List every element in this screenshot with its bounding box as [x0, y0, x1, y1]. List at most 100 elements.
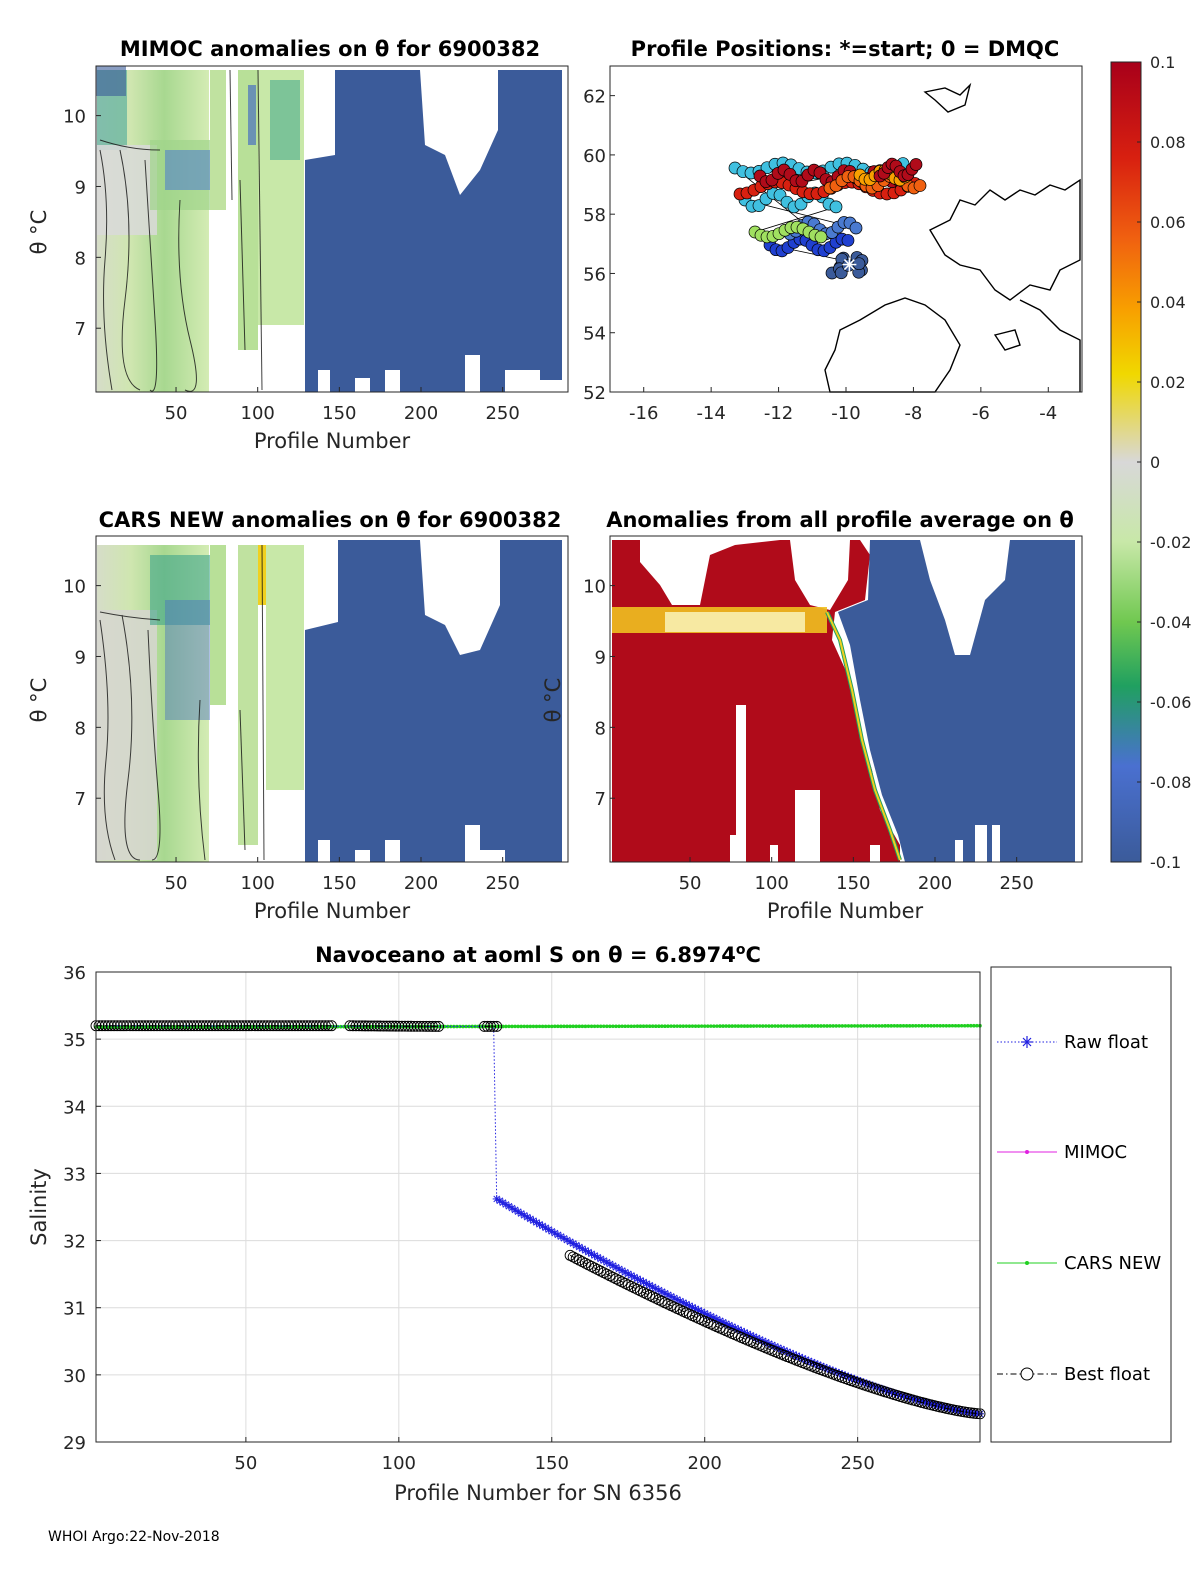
cars-new-point: [865, 1024, 869, 1028]
cars-new-point: [650, 1024, 655, 1029]
salinity-title-unit: C: [745, 943, 760, 967]
cars-new-point: [614, 1024, 618, 1029]
cars-new-point: [583, 1024, 588, 1029]
best-float-point: [359, 1020, 371, 1032]
cars-new-point: [712, 1024, 716, 1028]
best-float-point: [151, 1020, 163, 1032]
best-float-point: [319, 1020, 331, 1032]
cars-new-point: [736, 1024, 741, 1028]
best-float-point: [234, 1020, 246, 1032]
cars-new-point: [623, 1024, 627, 1029]
cars-new-point: [834, 1024, 839, 1028]
cars-new-point: [739, 1024, 744, 1028]
cars-new-point: [678, 1024, 683, 1028]
cars-ytick-label: 8: [75, 718, 86, 739]
profile-position-marker: [849, 221, 863, 235]
positions-ytick-label: 54: [583, 324, 606, 345]
colorbar: 0.1 0.08 0.06 0.04 0.02 0 -0.02 -0.04 -0.06 -0.08…: [1110, 53, 1191, 872]
cars-new-point: [779, 1024, 783, 1028]
best-float-point: [271, 1020, 282, 1032]
cars-new-point: [605, 1024, 609, 1029]
colorbar-tick-label: -0.02: [1150, 533, 1191, 552]
best-float-point: [179, 1020, 191, 1032]
cars-new-point: [699, 1024, 704, 1028]
cars-new-point: [941, 1023, 946, 1028]
best-float-point: [353, 1020, 365, 1032]
cars-new-point: [635, 1024, 640, 1029]
positions-xtick-label: -10: [831, 403, 860, 424]
cars-xtick-label: 100: [241, 873, 275, 894]
cars-new-point: [727, 1024, 731, 1028]
colorbar-gradient: [1110, 61, 1142, 863]
best-float-point: [378, 1020, 389, 1032]
cars-ytick-label: 9: [75, 647, 86, 668]
best-float-point: [417, 1020, 429, 1032]
allavg-ytick-label: 10: [583, 577, 606, 598]
best-float-point: [108, 1020, 120, 1032]
ireland-coast: [824, 297, 961, 393]
best-float-point: [240, 1020, 252, 1032]
cars-new-point: [702, 1024, 707, 1028]
cars-new-point: [568, 1024, 572, 1029]
cars-new-point: [644, 1024, 649, 1029]
best-float-point: [356, 1020, 368, 1032]
mimoc-ytick-label: 10: [63, 107, 86, 128]
cars-new-point: [534, 1024, 539, 1029]
cars-new-point: [464, 1024, 468, 1029]
allavg-panel: Anomalies from all profile average on θ …: [541, 508, 1083, 923]
mimoc-xtick-label: 150: [322, 403, 356, 424]
legend-marker-dot: [1025, 1261, 1029, 1265]
cars-new-point: [932, 1023, 936, 1028]
cars-new-point: [892, 1024, 897, 1028]
salinity-title-sup: o: [736, 942, 746, 958]
cars-xtick-label: 250: [485, 873, 519, 894]
cars-new-point: [965, 1023, 970, 1028]
salinity-axes-box: [95, 971, 981, 1443]
cars-new-point: [504, 1024, 508, 1029]
best-float-point: [965, 1407, 977, 1419]
best-float-point: [310, 1020, 322, 1032]
best-float-point: [209, 1020, 221, 1032]
cars-new-point: [797, 1024, 802, 1028]
cars-new-point: [748, 1024, 753, 1028]
best-float-point: [368, 1020, 380, 1032]
salinity-title-main: Navoceano at aoml S on θ = 6.8974: [315, 943, 736, 967]
cars-new-point: [858, 1024, 863, 1028]
cars-new-point: [556, 1024, 560, 1029]
best-float-point: [142, 1020, 154, 1032]
best-float-point: [427, 1020, 438, 1032]
cars-new-point: [709, 1024, 713, 1028]
cars-ytick-label: 10: [63, 577, 86, 598]
best-float-point: [420, 1020, 432, 1032]
cars-new-point: [969, 1023, 973, 1028]
raw-float-line: [95, 1025, 981, 1415]
cars-xtick-label: 50: [165, 873, 188, 894]
cars-new-point: [794, 1024, 799, 1028]
legend-item: Best float: [997, 1364, 1150, 1385]
cars-new-point: [684, 1024, 689, 1028]
best-float-point: [411, 1020, 423, 1032]
mimoc-ylabel: θ °C: [27, 210, 51, 255]
positions-ytick-label: 56: [583, 264, 606, 285]
colorbar-tick-label: -0.08: [1150, 773, 1191, 792]
cars-new-point: [776, 1024, 780, 1028]
positions-xtick-label: -16: [629, 403, 658, 424]
legend-label: CARS NEW: [1064, 1253, 1161, 1274]
salinity-xtick-label: 50: [234, 1453, 257, 1474]
best-float-point: [298, 1020, 310, 1032]
cars-new-point: [577, 1024, 582, 1029]
cars-new-point: [855, 1024, 860, 1028]
best-float-point: [121, 1020, 133, 1032]
cars-new-point: [822, 1024, 826, 1028]
best-float-point: [968, 1407, 980, 1419]
salinity-ylabel: Salinity: [27, 1168, 51, 1246]
best-float-point: [203, 1020, 215, 1032]
best-float-point: [157, 1020, 169, 1032]
best-float-point: [115, 1020, 126, 1032]
cars-new-point: [944, 1023, 949, 1028]
cars-new-point: [629, 1024, 634, 1029]
cars-new-point: [705, 1024, 710, 1028]
cars-new-point: [537, 1024, 542, 1029]
salinity-ytick-label: 34: [63, 1097, 86, 1118]
mimoc-xlabel: Profile Number: [254, 429, 411, 453]
